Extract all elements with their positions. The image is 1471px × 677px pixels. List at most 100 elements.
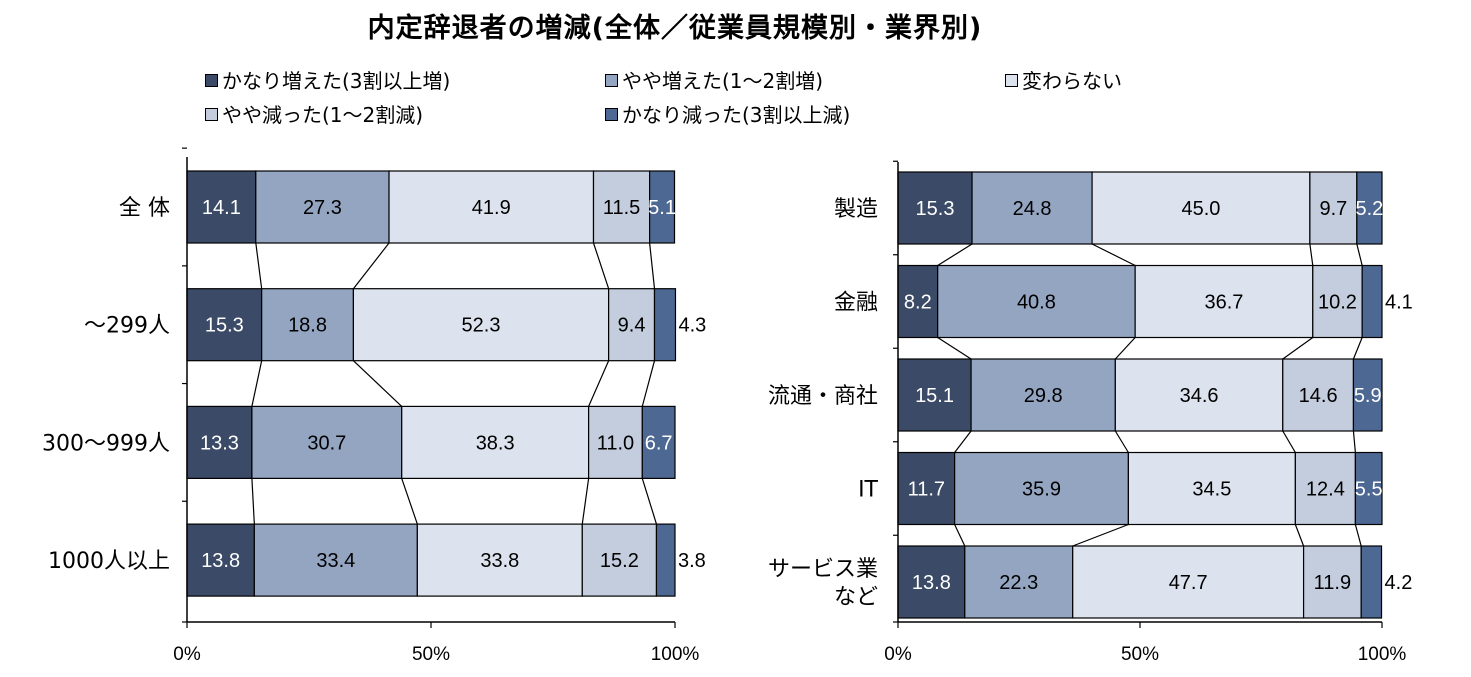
data-label: 29.8: [1024, 385, 1063, 407]
bar-segment: [897, 171, 973, 245]
category-label: 1000人以上: [48, 549, 170, 574]
bar-segment: [581, 523, 658, 597]
bar-segment: [1072, 545, 1305, 619]
data-label: 34.6: [1180, 385, 1219, 407]
data-label: 11.0: [597, 432, 634, 454]
category-label: ～299人: [84, 314, 170, 339]
category-label: など: [834, 585, 878, 610]
bar-segment: [588, 405, 643, 479]
legend-label: かなり減った(3割以上減): [622, 103, 851, 127]
data-label: 27.3: [303, 197, 342, 219]
data-label: 34.5: [1192, 479, 1231, 501]
connector-line: [251, 360, 263, 407]
data-label: 36.7: [1205, 292, 1244, 314]
category-label: 300～999人: [42, 431, 170, 456]
bar-segment: [401, 405, 590, 479]
bar-segment: [416, 523, 583, 597]
connector-line: [592, 242, 610, 289]
data-label: 15.1: [915, 385, 954, 407]
bar-segment: [261, 288, 355, 362]
data-label: 9.4: [618, 315, 646, 337]
connector-line: [1352, 430, 1356, 453]
legend-item: かなり減った(3割以上減): [605, 102, 850, 128]
data-label: 15.3: [205, 315, 244, 337]
bar-segment: [1356, 171, 1383, 245]
connector-line: [1294, 524, 1305, 547]
data-label: 13.3: [200, 432, 239, 454]
bar-segment: [388, 170, 595, 244]
connector-line: [1114, 337, 1136, 360]
data-label: 15.3: [916, 198, 955, 220]
connector-line: [1354, 524, 1362, 547]
connector-line: [954, 430, 972, 453]
bar-segment: [608, 288, 656, 362]
x-tick-label: 100%: [1358, 644, 1407, 665]
bar-segment: [1294, 451, 1356, 526]
x-tick-label: 50%: [412, 644, 450, 665]
data-label: 11.7: [908, 479, 945, 501]
connector-line: [581, 478, 590, 525]
connector-line: [1091, 243, 1136, 267]
data-label: 14.1: [202, 197, 241, 219]
connector-line: [937, 336, 972, 360]
data-label: 3.8: [678, 550, 706, 572]
legend-item: かなり増えた(3割以上増): [205, 68, 450, 94]
bar-segment: [1312, 264, 1363, 339]
bar-segment: [1091, 171, 1311, 245]
bar-segment: [1309, 171, 1358, 245]
bar-segment: [971, 171, 1093, 245]
bar-segment: [1282, 358, 1355, 432]
data-label: 5.9: [1354, 385, 1382, 407]
bar-segment: [964, 545, 1074, 619]
data-label: 4.1: [1385, 292, 1413, 314]
bar-segment: [253, 523, 418, 597]
legend-item: 変わらない: [1005, 68, 1122, 94]
connector-line: [251, 478, 255, 525]
data-label: 8.2: [904, 292, 932, 314]
data-label: 14.6: [1299, 385, 1338, 407]
x-tick-label: 0%: [173, 644, 201, 665]
data-label: 6.7: [645, 432, 673, 454]
category-label: 全 体: [119, 196, 170, 221]
legend-label: やや増えた(1～2割増): [622, 69, 824, 93]
connector-line: [352, 242, 390, 290]
chart-title: 内定辞退者の増減(全体／従業員規模別・業界別): [367, 13, 983, 44]
legend-label: やや減った(1～2割減): [222, 103, 424, 127]
data-label: 52.3: [462, 315, 501, 337]
bar-segment: [186, 523, 255, 597]
connector-line: [255, 242, 263, 289]
bar-segment: [1352, 358, 1383, 432]
data-label: 33.8: [480, 550, 519, 572]
connector-line: [641, 360, 656, 407]
data-label: 5.5: [1355, 479, 1383, 501]
connector-line: [1072, 523, 1129, 547]
bar-segment: [1127, 451, 1296, 526]
category-label: 製造: [834, 197, 878, 222]
x-tick-label: 0%: [884, 644, 912, 665]
bar-segment: [1354, 451, 1383, 526]
category-label: サービス業: [768, 557, 878, 582]
bar-segment: [641, 405, 676, 479]
legend-item: やや減った(1～2割減): [205, 102, 423, 128]
connector-line: [1114, 430, 1129, 453]
data-label: 10.2: [1318, 292, 1357, 314]
data-label: 4.2: [1385, 572, 1413, 594]
bar-segment: [186, 288, 263, 362]
connector-line: [937, 243, 973, 267]
connector-line: [1282, 337, 1314, 360]
bar-segment: [1360, 545, 1383, 619]
bar-segment: [649, 170, 676, 244]
data-label: 13.8: [201, 550, 240, 572]
connector-line: [1282, 430, 1296, 453]
connector-line: [1356, 243, 1363, 266]
connector-line: [954, 524, 966, 547]
bar-segment: [1361, 264, 1383, 339]
data-label: 24.8: [1013, 198, 1052, 220]
bar-segment: [653, 288, 677, 362]
data-label: 41.9: [472, 197, 511, 219]
legend-swatch: [605, 74, 618, 87]
data-label: 33.4: [316, 550, 355, 572]
bar-segment: [970, 358, 1116, 432]
bar-segment: [897, 451, 956, 526]
